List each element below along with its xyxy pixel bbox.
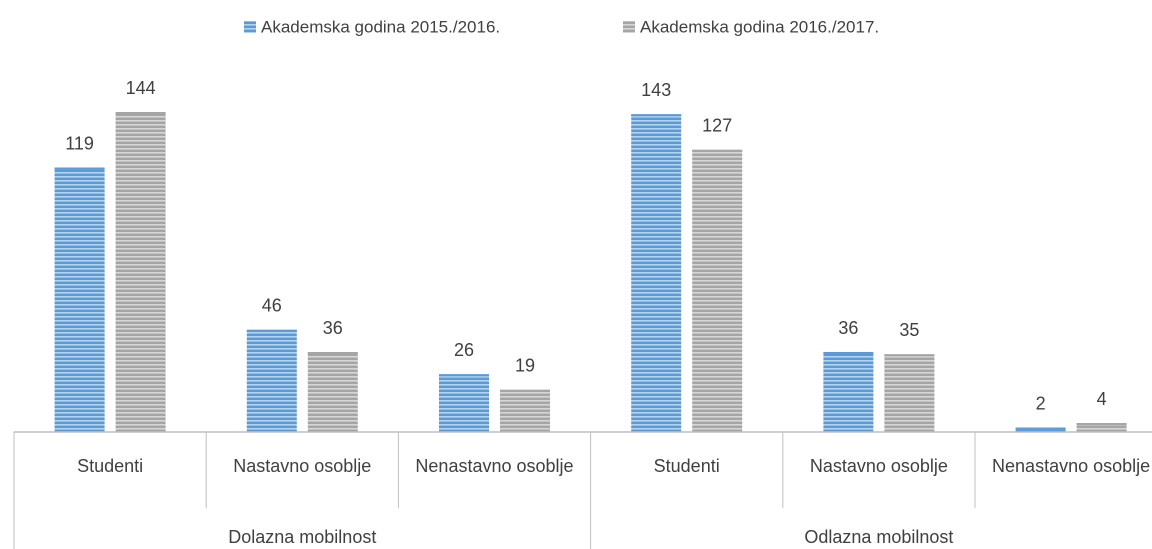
data-label: 2: [1036, 393, 1046, 413]
x-tick-label: Nenastavno osoblje: [992, 456, 1151, 476]
data-label: 46: [262, 296, 282, 316]
x-tick-label: Nenastavno osoblje: [415, 456, 574, 476]
x-tick-label-box: Studenti: [653, 456, 720, 476]
data-label: 26: [454, 340, 474, 360]
legend-swatch: [623, 21, 635, 33]
x-tick-label-box: Nenastavno osoblje: [415, 456, 574, 476]
data-label: 127: [702, 116, 732, 136]
x-tick-label: Studenti: [77, 456, 144, 476]
x-tick-label-box: Nastavno osoblje: [809, 456, 948, 476]
bar: [500, 389, 550, 432]
legend-swatch: [244, 21, 256, 33]
bar: [439, 374, 489, 432]
x-tick-label: Studenti: [653, 456, 720, 476]
data-label: 144: [126, 78, 156, 98]
bar: [246, 329, 297, 432]
data-label: 36: [838, 318, 858, 338]
data-label: 143: [641, 80, 671, 100]
legend-label: Akademska godina 2016./2017.: [640, 17, 879, 36]
bar: [884, 354, 935, 432]
bar: [692, 149, 743, 432]
data-label: 36: [323, 318, 343, 338]
x-tick-label: Nastavno osoblje: [233, 456, 372, 476]
bar: [1076, 423, 1127, 432]
x-tick-label-box: Nastavno osoblje: [233, 456, 372, 476]
bar: [54, 167, 105, 433]
legend-label: Akademska godina 2015./2016.: [261, 17, 500, 36]
bar: [307, 352, 358, 432]
data-label: 19: [515, 356, 535, 376]
group-label: Dolazna mobilnost: [228, 527, 376, 547]
x-tick-label-box: Studenti: [77, 456, 144, 476]
group-label: Odlazna mobilnost: [804, 527, 953, 547]
bar: [631, 114, 682, 432]
bar: [823, 352, 874, 432]
bar: [115, 112, 166, 432]
x-tick-label: Nastavno osoblje: [809, 456, 948, 476]
data-label: 4: [1097, 389, 1107, 409]
bar: [1015, 427, 1066, 432]
data-label: 119: [65, 133, 94, 153]
data-label: 35: [899, 320, 919, 340]
x-tick-label-box: Nenastavno osoblje: [992, 456, 1151, 476]
